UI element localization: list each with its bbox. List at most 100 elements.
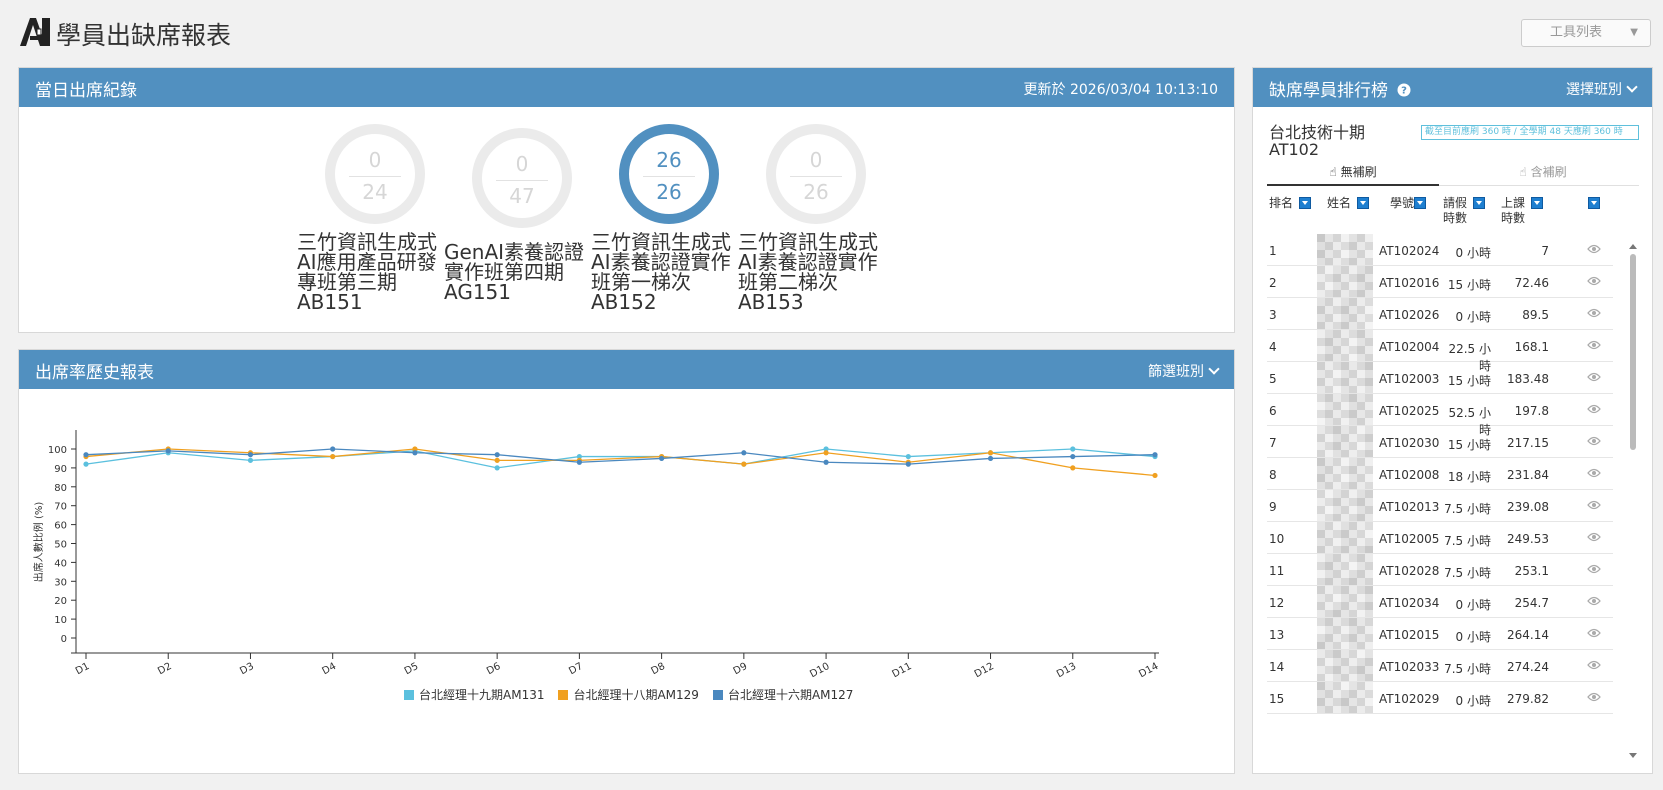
class-hours-cell: 274.24 [1507,660,1549,674]
chart-legend: 台北經理十九期AM131 台北經理十八期AM129 台北經理十六期AM127 [404,686,867,703]
hours-filter-icon[interactable] [1531,197,1543,209]
eye-icon[interactable] [1587,627,1601,639]
scroll-down-icon[interactable] [1629,753,1637,758]
course-name-line2: 實作班第四期 [444,260,564,284]
rank-filter-icon[interactable] [1299,197,1311,209]
eye-icon[interactable] [1587,691,1601,703]
class-hours-cell: 253.1 [1514,564,1549,578]
x-tick-label: D8 [649,661,667,677]
rank-cell: 6 [1269,404,1277,418]
leave-filter-icon[interactable] [1473,197,1485,209]
eye-icon[interactable] [1587,499,1601,511]
table-scrollbar[interactable] [1628,244,1638,758]
student-id-cell: AT102029 [1379,692,1440,706]
caret-down-icon: ▼ [1630,27,1638,38]
data-point [741,450,747,456]
data-point [987,450,994,456]
attendance-ring: 0 47 [472,128,572,228]
series-line [85,448,1156,465]
data-point [905,453,911,460]
y-tick-label: 100 [48,445,67,456]
data-point [412,446,418,452]
legend-label: 台北經理十六期AM127 [727,688,854,702]
course-name-line1: GenAI素養認證 [444,240,585,264]
class-hours-cell: 72.46 [1514,276,1549,290]
class-hours-cell: 217.15 [1507,436,1549,450]
total-count: 47 [509,184,535,208]
eye-icon[interactable] [1587,563,1601,575]
student-id-cell: AT102030 [1379,436,1440,450]
student-id-cell: AT102025 [1379,404,1440,418]
legend-item[interactable]: 台北經理十六期AM127 [712,686,854,703]
eye-icon[interactable] [1587,275,1601,287]
question-circle-icon[interactable]: ? [1397,83,1411,97]
leave-hours-cell: 15 小時 [1447,278,1491,292]
ring-divider [643,176,695,177]
y-tick-label: 80 [54,483,67,494]
data-point [1070,465,1076,471]
name-cell-redacted [1317,266,1373,298]
y-tick-label: 40 [54,558,67,569]
leave-hours-cell: 15 小時 [1447,438,1491,452]
eye-icon[interactable] [1587,307,1601,319]
absence-ranking-panel: 缺席學員排行榜 ? 選擇班別 台北技術十期 AT102 截至目前應刷 360 時… [1252,67,1653,774]
chevron-down-icon [1208,363,1220,375]
eye-icon[interactable] [1587,531,1601,543]
x-tick-label: D7 [567,661,585,677]
eye-icon[interactable] [1587,243,1601,255]
table-row: 15 AT102029 0 小時 279.82 [1267,682,1613,714]
course-name: 三竹資訊生成式 AI素養認證實作 班第二梯次 AB153 [738,232,888,312]
table-row: 6 AT102025 52.5 小時 197.8 [1267,394,1613,437]
student-id-cell: AT102034 [1379,596,1440,610]
eye-icon[interactable] [1587,467,1601,479]
leave-hours-cell: 15 小時 [1447,374,1491,388]
logo-icon [20,18,50,46]
table-row: 7 AT102030 15 小時 217.15 [1267,426,1613,458]
name-cell-redacted [1317,426,1373,458]
rank-cell: 12 [1269,596,1285,610]
x-tick-label: D6 [485,661,503,677]
eye-icon[interactable] [1587,403,1601,415]
table-row: 5 AT102003 15 小時 183.48 [1267,362,1613,394]
class-hours-cell: 279.82 [1507,692,1549,706]
student-id-cell: AT102004 [1379,340,1440,354]
x-tick-label: D10 [808,661,831,680]
eye-icon[interactable] [1587,339,1601,351]
legend-swatch [404,690,414,700]
tab-with-makeup[interactable]: ☝ 含補刷 [1457,162,1629,186]
scroll-thumb[interactable] [1630,254,1636,450]
x-tick-label: D14 [1137,661,1160,680]
eye-icon[interactable] [1587,435,1601,447]
tab-no-makeup[interactable]: ☝ 無補刷 [1267,162,1439,186]
fingerprint-icon: ☝ [1519,165,1527,179]
rank-cell: 7 [1269,436,1277,450]
name-cell-redacted [1317,234,1373,266]
panel-title: 當日出席紀錄 [35,81,137,101]
course-name-line2: AI素養認證實作 [738,250,878,274]
y-tick-label: 70 [54,502,67,513]
id-filter-icon[interactable] [1414,197,1426,209]
filter-class-dropdown[interactable]: 篩選班別 [1148,361,1220,381]
rank-cell: 13 [1269,628,1285,642]
toolbar-dropdown-button[interactable]: 工具列表 ▼ [1521,19,1651,47]
name-cell-redacted [1317,298,1373,330]
eye-icon[interactable] [1587,595,1601,607]
name-filter-icon[interactable] [1357,197,1369,209]
legend-item[interactable]: 台北經理十九期AM131 [404,686,544,703]
data-point [494,465,500,471]
total-count: 26 [803,180,829,204]
x-tick-label: D4 [321,661,339,677]
eye-icon[interactable] [1587,659,1601,671]
present-count: 0 [809,148,823,172]
eye-icon[interactable] [1587,371,1601,383]
legend-item[interactable]: 台北經理十八期AM129 [558,686,699,703]
data-point [83,461,89,467]
total-count: 26 [656,180,682,204]
series-line [85,448,1156,469]
action-filter-icon[interactable] [1588,197,1600,209]
update-timestamp: 更新於 2026/03/04 10:13:10 [1023,82,1218,98]
course-name: GenAI素養認證 實作班第四期 AG151 [444,242,594,302]
header-hours-line1: 上課 [1501,196,1526,210]
scroll-up-icon[interactable] [1629,244,1637,249]
select-class-dropdown[interactable]: 選擇班別 [1566,79,1638,99]
